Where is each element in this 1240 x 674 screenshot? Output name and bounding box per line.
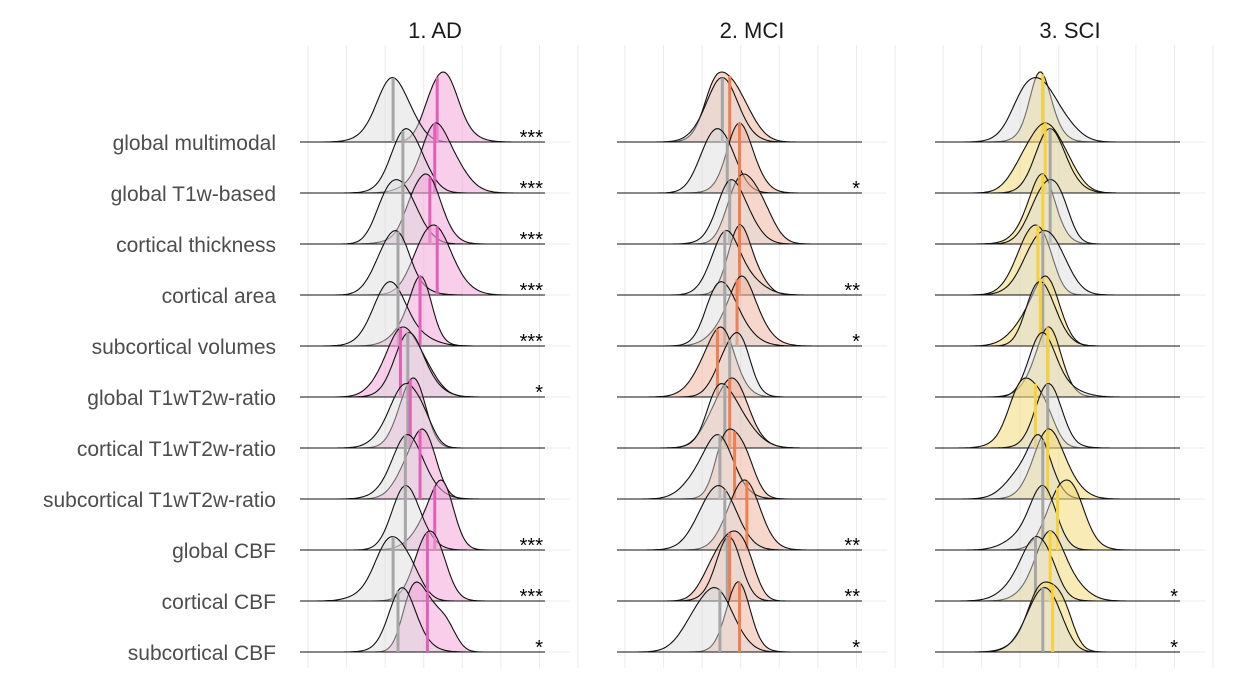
reference-density-ridge — [935, 434, 1180, 500]
significance-marker: *** — [520, 331, 544, 353]
reference-density-ridge — [300, 383, 545, 449]
significance-marker: ** — [844, 535, 860, 557]
reference-density-ridge — [617, 332, 862, 398]
row-label: cortical CBF — [162, 591, 276, 614]
row-label: cortical area — [162, 285, 277, 308]
reference-density-ridge — [300, 128, 545, 194]
significance-marker: *** — [520, 229, 544, 251]
panel-title: 2. MCI — [720, 18, 785, 43]
significance-marker: * — [852, 331, 860, 353]
significance-markers: ********************************** — [520, 127, 1179, 659]
reference-density-ridge — [935, 230, 1180, 296]
reference-density-ridge — [935, 281, 1180, 347]
ridge-row — [300, 326, 545, 398]
panel-title: 3. SCI — [1039, 18, 1100, 43]
ridge-row — [300, 428, 545, 500]
significance-marker: *** — [520, 586, 544, 608]
significance-marker: *** — [520, 280, 544, 302]
significance-marker: * — [852, 637, 860, 659]
significance-marker: *** — [520, 535, 544, 557]
ridge-row — [617, 581, 862, 653]
row-label: cortical T1wT2w-ratio — [77, 438, 276, 461]
significance-marker: * — [1170, 637, 1178, 659]
reference-density-ridge — [300, 179, 545, 245]
reference-density-ridge — [300, 587, 545, 653]
row-label: subcortical CBF — [128, 642, 276, 665]
significance-marker: * — [535, 382, 543, 404]
significance-marker: * — [1170, 586, 1178, 608]
reference-density-ridge — [617, 281, 862, 347]
ridges-layer — [300, 71, 1180, 653]
row-labels: global multimodal global T1w-based cortica… — [43, 132, 276, 665]
reference-density-ridge — [617, 77, 862, 143]
ridge-row — [935, 71, 1180, 143]
row-label: global CBF — [172, 540, 276, 563]
ridge-row — [300, 377, 545, 449]
panel-title: 1. AD — [408, 18, 462, 43]
row-label: global multimodal — [113, 132, 276, 155]
reference-density-ridge — [935, 332, 1180, 398]
row-label: subcortical T1wT2w-ratio — [43, 489, 276, 512]
ridge-row — [300, 581, 545, 653]
ridge-row — [935, 377, 1180, 449]
ridge-row — [300, 173, 545, 245]
row-label: global T1w-based — [111, 183, 276, 206]
reference-density-ridge — [300, 485, 545, 551]
row-label: subcortical volumes — [92, 336, 276, 359]
reference-density-ridge — [935, 179, 1180, 245]
reference-density-ridge — [300, 281, 545, 347]
reference-density-ridge — [935, 128, 1180, 194]
reference-density-ridge — [300, 332, 545, 398]
reference-density-ridge — [935, 77, 1180, 143]
reference-density-ridge — [617, 536, 862, 602]
ridge-row — [617, 275, 862, 347]
reference-density-ridge — [935, 383, 1180, 449]
significance-marker: * — [535, 637, 543, 659]
significance-marker: ** — [844, 280, 860, 302]
ridge-row — [300, 275, 545, 347]
row-label: global T1wT2w-ratio — [87, 387, 276, 410]
significance-marker: *** — [520, 178, 544, 200]
significance-marker: *** — [520, 127, 544, 149]
ridge-row — [300, 479, 545, 551]
ridge-row — [617, 530, 862, 602]
reference-density-ridge — [300, 434, 545, 500]
ridge-row — [935, 122, 1180, 194]
reference-density-ridge — [935, 587, 1180, 653]
significance-marker: * — [852, 178, 860, 200]
ridge-row — [935, 173, 1180, 245]
ridge-row — [935, 581, 1180, 653]
reference-density-ridge — [300, 77, 545, 143]
panel-titles: 1. AD 2. MCI 3. SCI — [408, 18, 1100, 43]
row-label: cortical thickness — [116, 234, 276, 257]
significance-marker: ** — [844, 586, 860, 608]
reference-density-ridge — [617, 383, 862, 449]
ridge-row — [300, 71, 545, 143]
